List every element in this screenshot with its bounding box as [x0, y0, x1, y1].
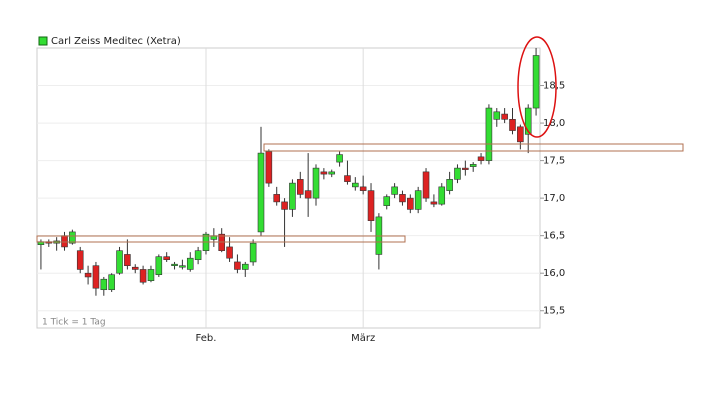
y-tick-label: 18,0	[543, 118, 565, 129]
legend-label: Carl Zeiss Meditec (Xetra)	[51, 36, 181, 47]
candle-body	[84, 272, 92, 278]
candle-body	[383, 196, 391, 206]
candle-body	[69, 231, 76, 244]
candle-body	[194, 250, 202, 260]
plot-frame	[36, 47, 541, 329]
y-tick-label: 16,0	[543, 268, 565, 279]
candle-body	[61, 235, 68, 248]
candle-body	[273, 194, 280, 203]
candle-body	[438, 186, 446, 205]
candle-body	[179, 265, 186, 268]
y-tick-label: 17,0	[543, 193, 565, 204]
candle-body	[485, 107, 493, 161]
y-tick-label: 17,5	[543, 156, 565, 167]
candle-body	[234, 261, 241, 270]
candle-body	[391, 186, 398, 195]
annotation-shape	[517, 36, 557, 138]
candle-body	[493, 111, 501, 120]
candle-body	[226, 246, 233, 259]
candle-body	[108, 274, 115, 291]
candle-body	[265, 151, 273, 184]
candle-body	[186, 257, 194, 270]
candle-body	[446, 179, 453, 191]
candle-body	[155, 256, 163, 276]
candle-body	[131, 266, 139, 270]
y-tick-label: 18,5	[543, 81, 565, 92]
annotation-shape	[263, 143, 684, 152]
legend-swatch	[38, 36, 48, 46]
candle-body	[517, 126, 524, 143]
candle-body	[336, 154, 343, 163]
candle-body	[304, 190, 312, 199]
candle-body	[359, 186, 367, 191]
candle-body	[163, 256, 170, 260]
candle-body	[241, 263, 249, 270]
candle-body	[249, 242, 257, 263]
candle-body	[257, 152, 265, 233]
candle-body	[92, 265, 100, 289]
candle-body	[509, 119, 516, 131]
candle-body	[76, 250, 84, 270]
candle-body	[281, 201, 288, 210]
candle-body	[367, 190, 375, 221]
candle-body	[320, 171, 328, 175]
candle-body	[532, 55, 540, 109]
candle-body	[414, 190, 422, 210]
candle-body	[328, 171, 336, 175]
candle-body	[407, 197, 414, 210]
candle-body	[399, 194, 406, 203]
candle-body	[352, 182, 359, 188]
candle-body	[454, 167, 461, 180]
candle-body	[462, 167, 469, 170]
x-tick-label: März	[351, 333, 375, 344]
candle-body	[100, 278, 108, 291]
candle-body	[312, 167, 320, 199]
candle-body	[171, 263, 178, 266]
candle-body	[501, 113, 508, 120]
annotation-shape	[36, 235, 406, 243]
candle-body	[469, 164, 477, 167]
candle-body	[147, 269, 155, 282]
candle-body	[297, 179, 304, 195]
tick-note: 1 Tick = 1 Tag	[42, 318, 106, 328]
x-tick-label: Feb.	[196, 333, 217, 344]
y-tick-label: 16,5	[543, 231, 565, 242]
candle-body	[422, 171, 430, 199]
y-tick-label: 15,5	[543, 306, 565, 317]
candle-body	[124, 254, 131, 266]
candle-body	[289, 182, 296, 210]
candle-body	[430, 201, 438, 205]
candle-body	[344, 175, 351, 182]
candle-body	[116, 250, 123, 274]
candle-body	[139, 269, 147, 283]
candle-body	[477, 156, 485, 161]
candle-body	[524, 107, 532, 135]
